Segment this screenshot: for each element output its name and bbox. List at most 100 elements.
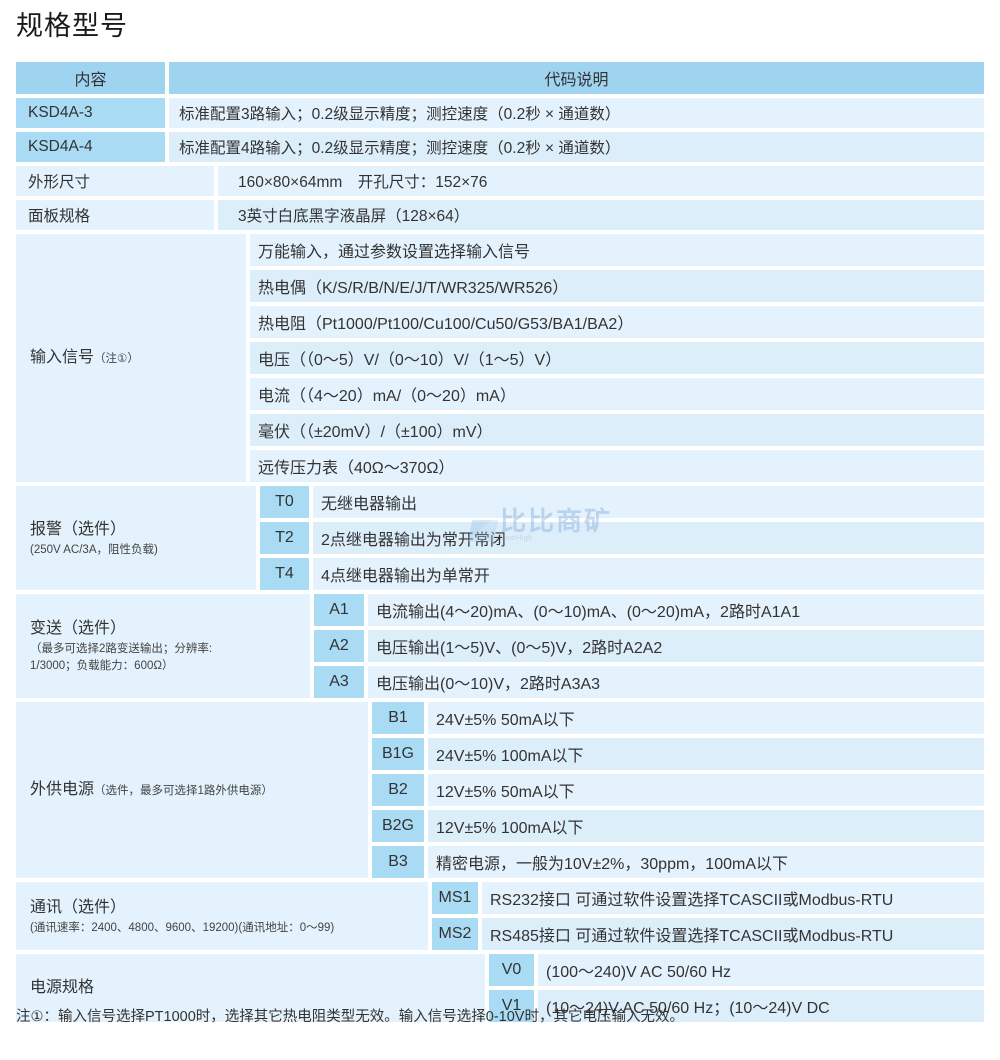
list-item: 电流（（4～20）mA/（0～20）mA） <box>250 378 984 410</box>
external-power-code-badge: B1G <box>372 738 424 770</box>
transmit-label-sub-2: 1/3000；负载能力：600Ω） <box>30 660 174 672</box>
alarm-code-badge: T4 <box>260 558 309 590</box>
input-signal-rows: 万能输入，通过参数设置选择输入信号 热电偶（K/S/R/B/N/E/J/T/WR… <box>250 234 984 482</box>
list-item: MS1 RS232接口 可通过软件设置选择TCASCII或Modbus-RTU <box>432 882 984 914</box>
alarm-desc: 2点继电器输出为常开常闭 <box>313 522 984 554</box>
input-signal-label-main: 输入信号 <box>30 349 95 366</box>
external-power-label-sub: （选件，最多可选择1路外供电源） <box>94 785 273 797</box>
transmit-desc: 电流输出(4～20)mA、(0～10)mA、(0～20)mA，2路时A1A1 <box>368 594 984 626</box>
list-item: A1 电流输出(4～20)mA、(0～10)mA、(0～20)mA，2路时A1A… <box>314 594 984 626</box>
power-spec-rows: V0 (100～240)V AC 50/60 Hz V1 (10～24)V AC… <box>489 954 984 1022</box>
input-signal-item: 万能输入，通过参数设置选择输入信号 <box>250 234 984 266</box>
row-label-ksd4a-3: KSD4A-3 <box>16 98 165 128</box>
external-power-desc: 12V±5% 100mA以下 <box>428 810 984 842</box>
row-value-ksd4a-4: 标准配置4路输入；0.2级显示精度；测控速度（0.2秒 × 通道数） <box>169 132 984 162</box>
alarm-desc: 无继电器输出 <box>313 486 984 518</box>
list-item: B1 24V±5% 50mA以下 <box>372 702 984 734</box>
table-row: KSD4A-3 标准配置3路输入；0.2级显示精度；测控速度（0.2秒 × 通道… <box>16 98 984 128</box>
list-item: 电压（（0～5）V/（0～10）V/（1～5）V） <box>250 342 984 374</box>
list-item: A3 电压输出(0～10)V，2路时A3A3 <box>314 666 984 698</box>
communication-code-badge: MS2 <box>432 918 478 950</box>
input-signal-block: 输入信号（注①） 万能输入，通过参数设置选择输入信号 热电偶（K/S/R/B/N… <box>16 234 984 482</box>
transmit-code-badge: A2 <box>314 630 364 662</box>
row-value-dimension: 160×80×64mm 开孔尺寸：152×76 <box>218 166 984 196</box>
list-item: B2G 12V±5% 100mA以下 <box>372 810 984 842</box>
external-power-rows: B1 24V±5% 50mA以下 B1G 24V±5% 100mA以下 B2 1… <box>372 702 984 878</box>
input-signal-item: 远传压力表（40Ω～370Ω） <box>250 450 984 482</box>
external-power-label-main: 外供电源 <box>30 781 95 798</box>
power-spec-block: 电源规格 V0 (100～240)V AC 50/60 Hz V1 (10～24… <box>16 954 984 1022</box>
list-item: B1G 24V±5% 100mA以下 <box>372 738 984 770</box>
communication-rows: MS1 RS232接口 可通过软件设置选择TCASCII或Modbus-RTU … <box>432 882 984 950</box>
alarm-label-main: 报警（选件） <box>30 520 127 538</box>
header-cell-content: 内容 <box>16 62 165 94</box>
input-signal-item: 热电偶（K/S/R/B/N/E/J/T/WR325/WR526） <box>250 270 984 302</box>
external-power-code-badge: B2G <box>372 810 424 842</box>
header-cell-code-desc: 代码说明 <box>169 62 984 94</box>
power-spec-desc: (100～240)V AC 50/60 Hz <box>538 954 984 986</box>
transmit-rows: A1 电流输出(4～20)mA、(0～10)mA、(0～20)mA，2路时A1A… <box>314 594 984 698</box>
footnote: 注①：输入信号选择PT1000时，选择其它热电阻类型无效。输入信号选择0-10V… <box>16 1009 684 1025</box>
list-item: A2 电压输出(1～5)V、(0～5)V，2路时A2A2 <box>314 630 984 662</box>
power-spec-code-badge: V1 <box>489 990 534 1022</box>
external-power-label: 外供电源（选件，最多可选择1路外供电源） <box>16 702 368 878</box>
alarm-code-badge: T0 <box>260 486 309 518</box>
table-row: 外形尺寸 160×80×64mm 开孔尺寸：152×76 <box>16 166 984 196</box>
alarm-label-sub: (250V AC/3A，阻性负载) <box>30 543 158 556</box>
list-item: T0 无继电器输出 <box>260 486 984 518</box>
transmit-block: 变送（选件） （最多可选择2路变送输出；分辨率: 1/3000；负载能力：600… <box>16 594 984 698</box>
communication-desc: RS485接口 可通过软件设置选择TCASCII或Modbus-RTU <box>482 918 984 950</box>
alarm-desc: 4点继电器输出为单常开 <box>313 558 984 590</box>
external-power-desc: 精密电源，一般为10V±2%，30ppm，100mA以下 <box>428 846 984 878</box>
communication-block: 通讯（选件） (通讯速率：2400、4800、9600、19200)(通讯地址：… <box>16 882 984 950</box>
external-power-code-badge: B2 <box>372 774 424 806</box>
transmit-desc: 电压输出(0～10)V，2路时A3A3 <box>368 666 984 698</box>
transmit-code-badge: A3 <box>314 666 364 698</box>
page-title: 规格型号 <box>16 11 128 41</box>
alarm-code-badge: T2 <box>260 522 309 554</box>
table-row: 面板规格 3英寸白底黑字液晶屏（128×64） <box>16 200 984 230</box>
list-item: 热电偶（K/S/R/B/N/E/J/T/WR325/WR526） <box>250 270 984 302</box>
communication-code-badge: MS1 <box>432 882 478 914</box>
input-signal-item: 热电阻（Pt1000/Pt100/Cu100/Cu50/G53/BA1/BA2） <box>250 306 984 338</box>
transmit-code-badge: A1 <box>314 594 364 626</box>
alarm-rows: T0 无继电器输出 T2 2点继电器输出为常开常闭 T4 4点继电器输出为单常开 <box>260 486 984 590</box>
input-signal-label-sub: （注①） <box>94 353 139 365</box>
transmit-label: 变送（选件） （最多可选择2路变送输出；分辨率: 1/3000；负载能力：600… <box>16 594 310 698</box>
external-power-desc: 12V±5% 50mA以下 <box>428 774 984 806</box>
list-item: T4 4点继电器输出为单常开 <box>260 558 984 590</box>
list-item: MS2 RS485接口 可通过软件设置选择TCASCII或Modbus-RTU <box>432 918 984 950</box>
row-value-ksd4a-3: 标准配置3路输入；0.2级显示精度；测控速度（0.2秒 × 通道数） <box>169 98 984 128</box>
list-item: B3 精密电源，一般为10V±2%，30ppm，100mA以下 <box>372 846 984 878</box>
row-label-panel: 面板规格 <box>16 200 214 230</box>
power-spec-code-badge: V0 <box>489 954 534 986</box>
communication-label-sub: (通讯速率：2400、4800、9600、19200)(通讯地址：0～99) <box>30 921 335 934</box>
list-item: 远传压力表（40Ω～370Ω） <box>250 450 984 482</box>
external-power-code-badge: B3 <box>372 846 424 878</box>
alarm-label: 报警（选件） (250V AC/3A，阻性负载) <box>16 486 256 590</box>
input-signal-label: 输入信号（注①） <box>16 234 246 482</box>
list-item: 万能输入，通过参数设置选择输入信号 <box>250 234 984 266</box>
list-item: 热电阻（Pt1000/Pt100/Cu100/Cu50/G53/BA1/BA2） <box>250 306 984 338</box>
transmit-label-main: 变送（选件） <box>30 620 127 638</box>
row-label-dimension: 外形尺寸 <box>16 166 214 196</box>
transmit-desc: 电压输出(1～5)V、(0～5)V，2路时A2A2 <box>368 630 984 662</box>
input-signal-item: 电流（（4～20）mA/（0～20）mA） <box>250 378 984 410</box>
row-value-panel: 3英寸白底黑字液晶屏（128×64） <box>218 200 984 230</box>
external-power-desc: 24V±5% 50mA以下 <box>428 702 984 734</box>
external-power-block: 外供电源（选件，最多可选择1路外供电源） B1 24V±5% 50mA以下 B1… <box>16 702 984 878</box>
table-header-row: 内容 代码说明 <box>16 62 984 94</box>
communication-desc: RS232接口 可通过软件设置选择TCASCII或Modbus-RTU <box>482 882 984 914</box>
list-item: V0 (100～240)V AC 50/60 Hz <box>489 954 984 986</box>
power-spec-label-main: 电源规格 <box>30 979 95 996</box>
external-power-code-badge: B1 <box>372 702 424 734</box>
power-spec-label: 电源规格 <box>16 954 485 1022</box>
list-item: V1 (10～24)V AC 50/60 Hz；(10～24)V DC <box>489 990 984 1022</box>
communication-label-main: 通讯（选件） <box>30 898 127 916</box>
list-item: B2 12V±5% 50mA以下 <box>372 774 984 806</box>
transmit-label-sub-1: （最多可选择2路变送输出；分辨率: <box>30 643 213 656</box>
alarm-block: 报警（选件） (250V AC/3A，阻性负载) T0 无继电器输出 T2 2点… <box>16 486 984 590</box>
input-signal-item: 毫伏（（±20mV）/（±100）mV） <box>250 414 984 446</box>
table-row: KSD4A-4 标准配置4路输入；0.2级显示精度；测控速度（0.2秒 × 通道… <box>16 132 984 162</box>
